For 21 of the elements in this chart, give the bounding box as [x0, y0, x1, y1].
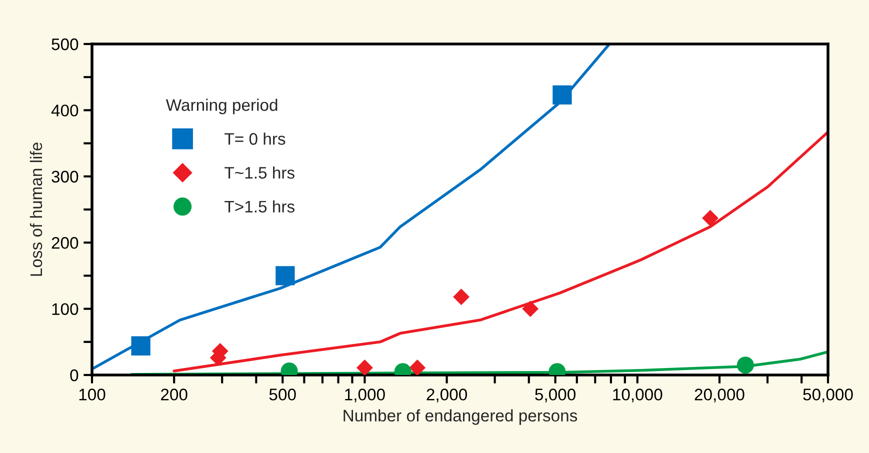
y-tick-label: 100 [52, 303, 78, 316]
y-tick-label: 400 [51, 104, 78, 116]
legend-label: T~1.5 hrs [224, 166, 294, 179]
x-tick-label: 10,000 [613, 388, 662, 402]
x-tick-label: 20,000 [694, 388, 744, 402]
x-tick-label: 5,000 [535, 388, 576, 402]
legend-title: Warning period [166, 98, 278, 114]
y-axis-title: Loss of human life [30, 142, 42, 276]
legend-label: T= 0 hrs [224, 132, 286, 145]
y-tick-label: 200 [52, 237, 78, 249]
x-tick-label: 100 [79, 388, 106, 400]
x-tick-label: 2,000 [426, 388, 467, 402]
legend-label: T>1.5 hrs [224, 200, 294, 213]
x-tick-label: 200 [161, 388, 188, 400]
x-tick-label: 500 [269, 388, 296, 400]
x-tick-label: 50,000 [803, 388, 853, 402]
y-tick-label: 500 [52, 38, 78, 50]
x-tick-label: 1,000 [345, 388, 385, 402]
y-tick-label: 0 [70, 369, 78, 382]
y-tick-label: 300 [52, 170, 78, 183]
x-axis-title: Number of endangered persons [344, 409, 578, 425]
